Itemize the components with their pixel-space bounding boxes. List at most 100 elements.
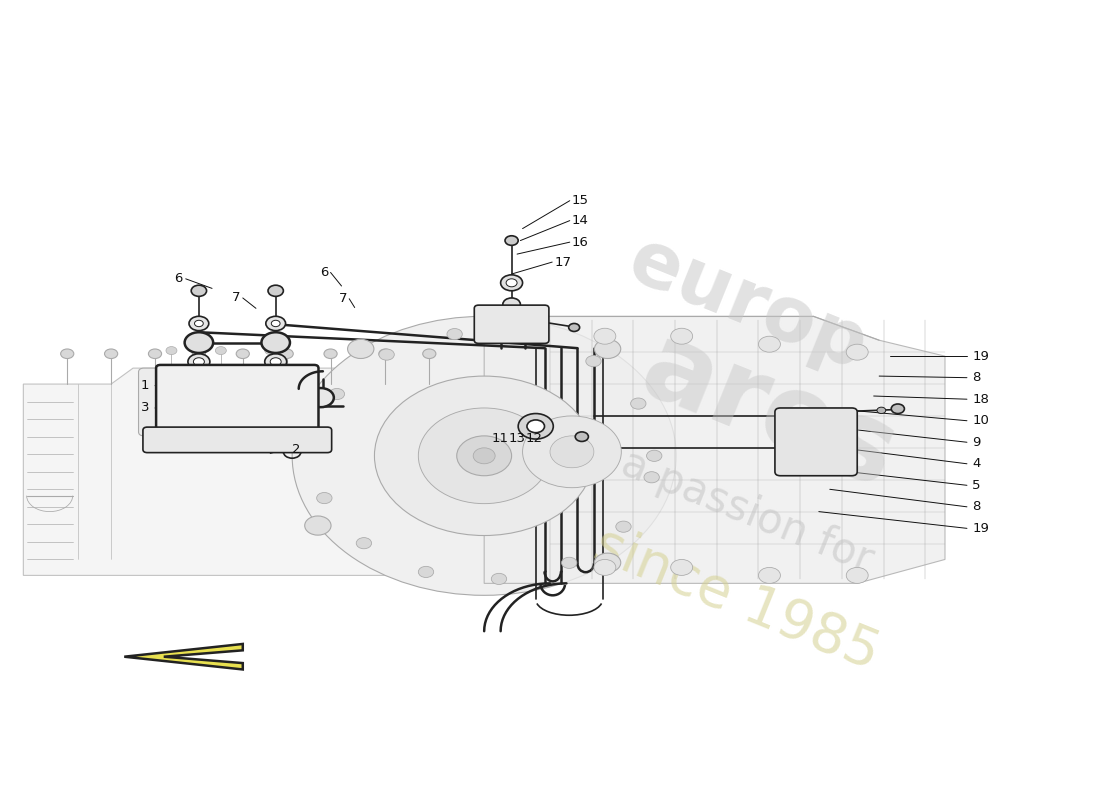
Circle shape — [418, 408, 550, 504]
Circle shape — [518, 414, 553, 439]
Circle shape — [846, 567, 868, 583]
Text: 12: 12 — [526, 432, 542, 445]
Circle shape — [522, 416, 622, 488]
Circle shape — [293, 316, 676, 595]
Circle shape — [500, 275, 522, 290]
Circle shape — [265, 346, 276, 354]
Circle shape — [329, 389, 344, 400]
Text: 4: 4 — [972, 458, 981, 470]
Text: ares: ares — [627, 314, 912, 510]
Text: 18: 18 — [972, 393, 989, 406]
Polygon shape — [484, 316, 945, 583]
Circle shape — [280, 349, 294, 358]
Circle shape — [378, 349, 394, 360]
Circle shape — [644, 472, 659, 483]
Text: 2: 2 — [293, 443, 300, 456]
Circle shape — [265, 354, 287, 370]
Circle shape — [575, 432, 589, 442]
FancyBboxPatch shape — [143, 427, 332, 453]
Circle shape — [586, 355, 602, 366]
Text: 19: 19 — [972, 522, 989, 535]
Circle shape — [815, 442, 833, 454]
Circle shape — [192, 349, 206, 358]
Circle shape — [271, 358, 282, 366]
Circle shape — [188, 354, 210, 370]
Circle shape — [166, 346, 177, 354]
Circle shape — [594, 553, 620, 572]
Circle shape — [505, 236, 518, 246]
Circle shape — [189, 316, 209, 330]
Text: 6: 6 — [320, 266, 329, 279]
Circle shape — [194, 358, 205, 366]
Circle shape — [262, 332, 290, 353]
Circle shape — [216, 346, 227, 354]
Circle shape — [191, 286, 207, 296]
Circle shape — [527, 420, 544, 433]
Circle shape — [820, 445, 828, 451]
Text: 19: 19 — [972, 350, 989, 362]
Circle shape — [759, 567, 780, 583]
Text: 5: 5 — [972, 479, 981, 492]
Text: 17: 17 — [554, 255, 571, 269]
Circle shape — [378, 349, 392, 358]
Circle shape — [473, 448, 495, 464]
Text: 14: 14 — [572, 214, 588, 227]
Circle shape — [317, 493, 332, 504]
Circle shape — [594, 328, 616, 344]
Circle shape — [671, 559, 693, 575]
Circle shape — [348, 339, 374, 358]
Circle shape — [520, 331, 536, 342]
Circle shape — [236, 349, 250, 358]
Circle shape — [418, 566, 433, 578]
Circle shape — [104, 349, 118, 358]
Circle shape — [148, 349, 162, 358]
Circle shape — [877, 407, 886, 414]
Text: a passion for: a passion for — [615, 442, 880, 582]
FancyBboxPatch shape — [156, 365, 319, 435]
Circle shape — [594, 339, 620, 358]
FancyBboxPatch shape — [474, 305, 549, 343]
Circle shape — [820, 413, 828, 419]
Circle shape — [891, 404, 904, 414]
Circle shape — [374, 376, 594, 535]
Circle shape — [185, 332, 213, 353]
Circle shape — [266, 316, 286, 330]
Circle shape — [296, 436, 307, 444]
Circle shape — [671, 328, 693, 344]
Circle shape — [268, 286, 284, 296]
Circle shape — [561, 558, 576, 569]
Circle shape — [447, 329, 462, 340]
Circle shape — [456, 436, 512, 476]
Text: 1: 1 — [141, 379, 150, 392]
Text: 15: 15 — [572, 194, 588, 207]
Circle shape — [307, 439, 322, 450]
FancyBboxPatch shape — [139, 368, 282, 436]
Text: 8: 8 — [972, 500, 981, 514]
Text: since 1985: since 1985 — [586, 518, 887, 681]
Circle shape — [195, 320, 204, 326]
Text: 6: 6 — [174, 272, 183, 286]
Circle shape — [759, 336, 780, 352]
FancyBboxPatch shape — [774, 408, 857, 476]
Circle shape — [305, 516, 331, 535]
Circle shape — [647, 450, 662, 462]
Circle shape — [550, 436, 594, 468]
Text: 8: 8 — [972, 371, 981, 384]
Text: 13: 13 — [509, 432, 526, 445]
Circle shape — [308, 388, 333, 407]
Circle shape — [815, 410, 833, 422]
Text: europ: europ — [617, 223, 878, 386]
Text: 11: 11 — [492, 432, 508, 445]
Circle shape — [60, 349, 74, 358]
Circle shape — [525, 312, 547, 328]
Circle shape — [356, 538, 372, 549]
Circle shape — [503, 298, 520, 310]
Circle shape — [324, 349, 337, 358]
Text: 7: 7 — [339, 292, 346, 306]
Circle shape — [422, 349, 436, 358]
Circle shape — [569, 323, 580, 331]
Circle shape — [506, 279, 517, 286]
Circle shape — [616, 521, 631, 532]
Text: 10: 10 — [972, 414, 989, 427]
Circle shape — [594, 559, 616, 575]
